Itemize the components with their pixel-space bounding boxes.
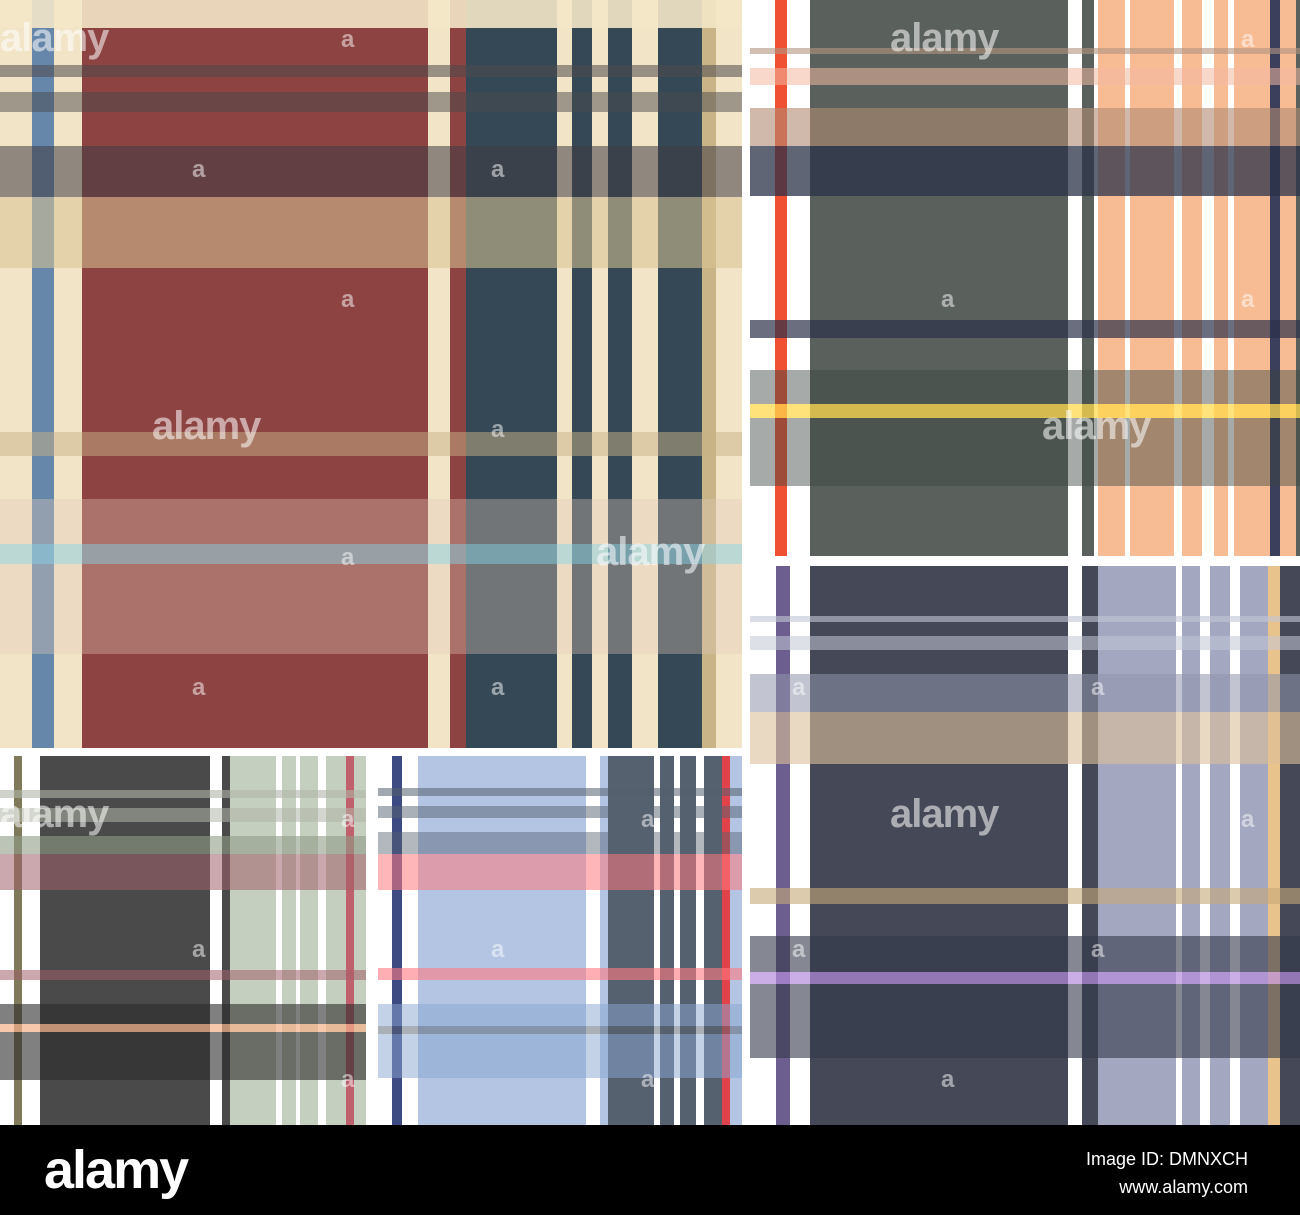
horizontal-stripe <box>378 1026 742 1034</box>
vertical-stripe <box>654 756 660 1125</box>
vertical-stripe <box>346 756 354 1125</box>
horizontal-stripe <box>0 432 742 456</box>
plaid-svg <box>378 756 742 1125</box>
horizontal-stripe <box>750 108 1300 146</box>
vertical-stripe <box>1200 566 1210 1125</box>
horizontal-stripe <box>750 712 1300 764</box>
horizontal-stripe <box>0 1032 366 1080</box>
horizontal-stripe <box>0 499 742 544</box>
pattern-panel-charcoal-sage-tartan <box>0 756 366 1125</box>
horizontal-stripe <box>750 48 1300 54</box>
horizontal-stripe <box>750 984 1300 1058</box>
horizontal-stripe <box>750 616 1300 622</box>
horizontal-stripe <box>378 854 742 890</box>
vertical-stripe <box>1094 0 1098 556</box>
vertical-stripe <box>658 0 702 748</box>
horizontal-stripe <box>0 1004 366 1024</box>
vertical-stripe <box>0 0 32 748</box>
plaid-svg <box>0 0 742 748</box>
pattern-panel-navy-lavender-tartan <box>750 566 1300 1125</box>
vertical-stripe <box>722 756 730 1125</box>
image-id-label: Image ID: DMNXCH <box>1085 1149 1248 1169</box>
horizontal-stripe <box>0 564 742 654</box>
horizontal-stripe <box>750 68 1300 85</box>
horizontal-stripe <box>750 320 1300 338</box>
horizontal-stripe <box>0 836 366 854</box>
vertical-stripe <box>54 0 82 748</box>
pattern-panel-red-tartan <box>0 0 742 748</box>
horizontal-stripe <box>750 936 1300 972</box>
horizontal-stripe <box>750 636 1300 650</box>
vertical-stripe <box>1125 0 1130 556</box>
alamy-logo: alamy <box>44 1140 189 1200</box>
vertical-stripe <box>1228 0 1234 556</box>
vertical-stripe <box>750 0 775 556</box>
vertical-stripe <box>296 756 300 1125</box>
horizontal-stripe <box>0 790 366 798</box>
horizontal-stripe <box>378 968 742 980</box>
plaid-svg <box>750 566 1300 1125</box>
horizontal-stripe <box>750 418 1300 486</box>
vertical-stripe <box>1098 0 1296 556</box>
plaid-svg <box>0 756 366 1125</box>
vertical-stripe <box>318 756 326 1125</box>
vertical-stripe <box>276 756 282 1125</box>
vertical-stripe <box>696 756 704 1125</box>
horizontal-stripe <box>0 0 742 28</box>
horizontal-stripe <box>0 146 742 197</box>
horizontal-stripe <box>750 146 1300 196</box>
horizontal-stripe <box>0 65 742 77</box>
alamy-footer-bar: alamy Image ID: DMNXCH www.alamy.com <box>0 1125 1300 1215</box>
horizontal-stripe <box>750 972 1300 984</box>
vertical-stripe <box>632 0 658 748</box>
horizontal-stripe <box>0 544 742 564</box>
horizontal-stripe <box>378 832 742 854</box>
horizontal-stripe <box>0 854 366 890</box>
horizontal-stripe <box>750 404 1300 418</box>
horizontal-stripe <box>378 806 742 818</box>
plaid-patterns-canvas: alamy alamy alamy alamy alamy alamy alam… <box>0 0 1300 1125</box>
vertical-stripe <box>608 0 632 748</box>
horizontal-stripe <box>0 970 366 980</box>
vertical-stripe <box>674 756 680 1125</box>
horizontal-stripe <box>378 1004 742 1026</box>
vertical-stripe <box>1174 0 1182 556</box>
horizontal-stripe <box>0 197 742 268</box>
pattern-panel-blue-slate-tartan <box>378 756 742 1125</box>
plaid-svg <box>750 0 1300 556</box>
site-url-label: www.alamy.com <box>1119 1177 1248 1197</box>
pattern-panel-green-peach-tartan <box>750 0 1300 556</box>
horizontal-stripe <box>750 674 1300 712</box>
vertical-stripe <box>716 0 742 748</box>
horizontal-stripe <box>0 1024 366 1032</box>
vertical-stripe <box>466 0 557 748</box>
horizontal-stripe <box>378 788 742 796</box>
vertical-stripe <box>392 756 402 1125</box>
horizontal-stripe <box>0 808 366 822</box>
vertical-stripe <box>1176 566 1182 1125</box>
horizontal-stripe <box>750 370 1300 404</box>
horizontal-stripe <box>750 888 1300 904</box>
horizontal-stripe <box>0 92 742 112</box>
vertical-stripe <box>1270 0 1280 556</box>
horizontal-stripe <box>378 1034 742 1078</box>
vertical-stripe <box>14 756 22 1125</box>
vertical-stripe <box>1230 566 1240 1125</box>
